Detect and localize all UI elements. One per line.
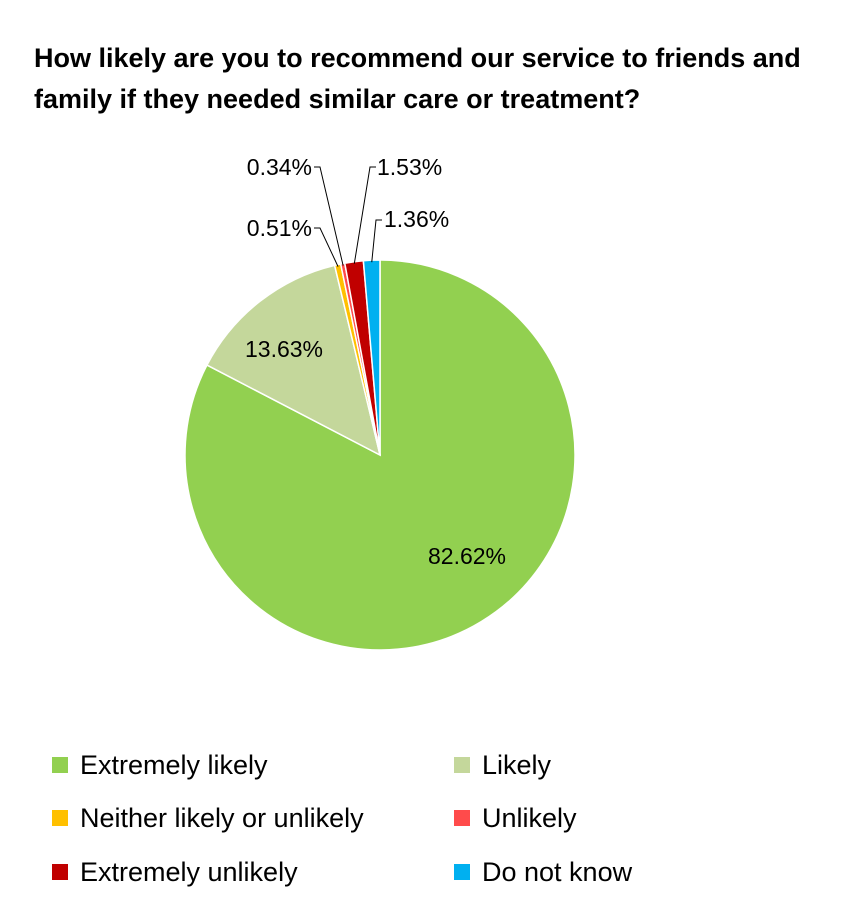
legend-label-extremely-unlikely: Extremely unlikely [80, 856, 298, 887]
pie-slices [184, 259, 576, 651]
leader-line-extremely-unlikely [353, 166, 376, 264]
legend-item-do-not-know: Do not know [454, 852, 632, 892]
data-label-unlikely: 0.34% [247, 154, 312, 180]
legend-swatch-extremely-unlikely [52, 864, 68, 880]
legend-swatch-likely [454, 757, 470, 773]
data-label-do-not-know: 1.36% [384, 206, 449, 232]
slice-likely [205, 264, 382, 457]
legend-swatch-do-not-know [454, 864, 470, 880]
data-label-likely: 13.63% [245, 336, 323, 362]
legend-item-likely: Likely [454, 745, 551, 785]
legend-label-do-not-know: Do not know [482, 856, 633, 887]
legend-item-extremely-unlikely: Extremely unlikely [52, 852, 298, 892]
legend-label-unlikely: Unlikely [482, 802, 577, 833]
legend-swatch-neither [52, 810, 68, 826]
leader-line-unlikely [314, 166, 344, 266]
legend-label-neither: Neither likely or unlikely [80, 802, 364, 833]
data-label-extremely-likely: 82.62% [428, 543, 506, 569]
legend-item-extremely-likely: Extremely likely [52, 745, 268, 785]
legend-label-extremely-likely: Extremely likely [80, 749, 268, 780]
data-label-extremely-unlikely: 1.53% [377, 154, 442, 180]
slice-extremely-likely [184, 259, 576, 651]
legend-item-neither: Neither likely or unlikely [52, 798, 364, 838]
data-label-neither-likely-or-unlikely: 0.51% [247, 215, 312, 241]
legend-label-likely: Likely [482, 749, 552, 780]
leader-line-neither-likely-or-unlikely [314, 227, 339, 267]
legend-swatch-unlikely [454, 810, 470, 826]
legend-item-unlikely: Unlikely [454, 798, 577, 838]
legend-swatch-extremely-likely [52, 757, 68, 773]
leader-line-do-not-know [371, 219, 382, 263]
leader-lines [314, 166, 382, 267]
data-labels: 82.62% 13.63% 0.51% 0.34% 1.53% 1.36% [245, 154, 506, 569]
chart-title: How likely are you to recommend our serv… [34, 43, 801, 114]
